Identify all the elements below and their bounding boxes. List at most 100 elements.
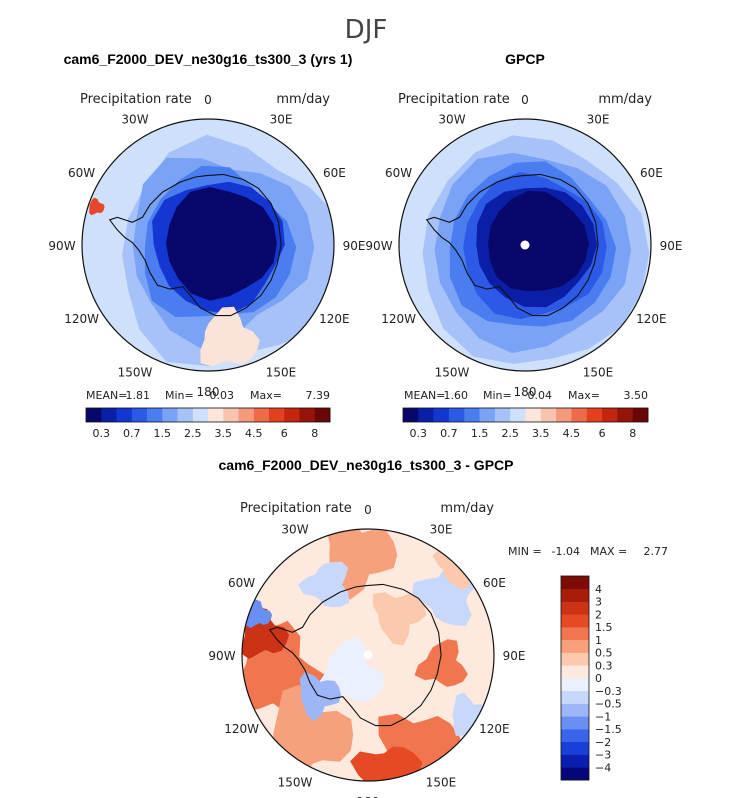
colorbar-tick-label: 8: [311, 427, 318, 440]
colorbar-swatch: [561, 716, 589, 730]
colorbar-swatch: [561, 601, 589, 615]
lon-label: 120E: [319, 312, 350, 326]
lon-label: 90W: [48, 239, 75, 253]
colorbar-swatch: [162, 408, 178, 422]
pole-marker: [520, 240, 530, 250]
colorbar-tick-label: 4.5: [563, 427, 581, 440]
lon-label: 0: [364, 503, 372, 517]
min-value: 0.03: [210, 389, 235, 402]
colorbar-tick-label: 1.5: [595, 621, 613, 634]
colorbar-swatch: [208, 408, 224, 422]
lon-label: 90E: [660, 239, 683, 253]
field-band: [350, 746, 423, 781]
lon-label: 30W: [121, 113, 148, 127]
min-label: Min=: [165, 389, 194, 402]
colorbar-tick-label: 0.3: [93, 427, 111, 440]
colorbar-tick-label: 3: [595, 596, 602, 609]
colorbar-swatch: [299, 408, 316, 422]
colorbar-swatch: [561, 639, 589, 653]
lon-label: 150W: [435, 365, 470, 379]
lon-label: 90E: [503, 649, 526, 663]
colorbar-swatch: [632, 408, 649, 422]
lon-label: 0: [521, 93, 529, 107]
field-band: [298, 561, 350, 608]
colorbar-swatch: [540, 408, 557, 422]
units-label: mm/day: [598, 92, 652, 107]
min-value: 0.04: [528, 389, 553, 402]
colorbar-tick-label: −2: [595, 736, 611, 749]
max-label: Max=: [568, 389, 600, 402]
colorbar-tick-label: −4: [595, 761, 611, 774]
colorbar-tick-label: −3: [595, 749, 611, 762]
colorbar-swatch: [561, 690, 589, 704]
lon-label: 60W: [385, 166, 412, 180]
colorbar-swatch: [525, 408, 542, 422]
colorbar-tick-label: 2.5: [184, 427, 202, 440]
colorbar-swatch: [448, 408, 465, 422]
field-band: [372, 592, 427, 646]
colorbar-tick-label: 6: [281, 427, 288, 440]
lon-label: 150W: [278, 775, 313, 789]
field: [242, 529, 494, 781]
field: [82, 119, 334, 371]
colorbar-swatch: [561, 627, 589, 641]
mean-value: 1.81: [126, 389, 151, 402]
colorbar-swatch: [314, 408, 331, 422]
min-label: MIN =: [508, 545, 542, 558]
lon-label: 120E: [479, 722, 510, 736]
variable-label: Precipitation rate: [240, 501, 352, 516]
min-value: -1.04: [552, 545, 580, 558]
lon-label: 60E: [323, 166, 346, 180]
colorbar-tick-label: 2.5: [501, 427, 519, 440]
lon-label: 30E: [430, 523, 453, 537]
colorbar-frame: [85, 407, 331, 423]
panel-model: cam6_F2000_DEV_ne30g16_ts300_3 (yrs 1) Pr…: [48, 51, 365, 440]
colorbar-swatch: [223, 408, 239, 422]
coastline: [425, 173, 599, 317]
panel-title: GPCP: [505, 51, 545, 67]
lon-label: 90E: [343, 239, 366, 253]
colorbar-swatch: [561, 576, 589, 590]
map-boundary: [81, 118, 335, 372]
colorbar-swatch: [192, 408, 209, 422]
lon-label: 120E: [636, 312, 667, 326]
variable-label: Precipitation rate: [398, 92, 510, 107]
colorbar-swatch: [253, 408, 270, 422]
map-boundary: [398, 118, 652, 372]
panel-obs: GPCP Precipitation rate mm/day 0 30E 60E 90E 12…: [365, 51, 682, 440]
colorbar-swatch: [101, 408, 117, 422]
mean-label: MEAN=: [404, 389, 445, 402]
max-value: 3.50: [624, 389, 649, 402]
colorbar-tick-label: −0.3: [595, 685, 622, 698]
lon-label: 180: [357, 795, 380, 798]
field-band: [246, 599, 273, 629]
colorbar-swatch: [131, 408, 148, 422]
colorbar-tick-label: −1: [595, 710, 611, 723]
colorbar-swatch: [602, 408, 618, 422]
units-label: mm/day: [276, 92, 330, 107]
colorbar-swatch: [586, 408, 603, 422]
colorbar-swatch: [561, 652, 589, 666]
lon-label: 180: [197, 385, 220, 399]
colorbar-frame: [402, 407, 649, 423]
colorbar-tick-label: 0.3: [410, 427, 428, 440]
min-label: Min=: [483, 389, 512, 402]
colorbar-tick-label: 4: [595, 583, 602, 596]
lon-label: 90W: [208, 649, 235, 663]
colorbar-tick-label: 0.3: [595, 659, 613, 672]
colorbar-swatch: [561, 767, 589, 781]
colorbar-tick-label: 6: [599, 427, 606, 440]
lon-label: 60E: [640, 166, 663, 180]
colorbar-tick-label: 0.5: [595, 647, 613, 660]
lon-label: 150E: [583, 365, 614, 379]
max-value: 7.39: [306, 389, 331, 402]
panel-diff: cam6_F2000_DEV_ne30g16_ts300_3 - GPCP Pre…: [208, 457, 668, 798]
colorbar-swatch: [561, 678, 589, 692]
lon-label: 60W: [228, 576, 255, 590]
max-label: Max=: [250, 389, 282, 402]
figure-title: DJF: [345, 15, 388, 45]
colorbar-swatch: [561, 665, 589, 679]
lon-label: 30W: [281, 523, 308, 537]
colorbar-swatch: [561, 754, 589, 768]
